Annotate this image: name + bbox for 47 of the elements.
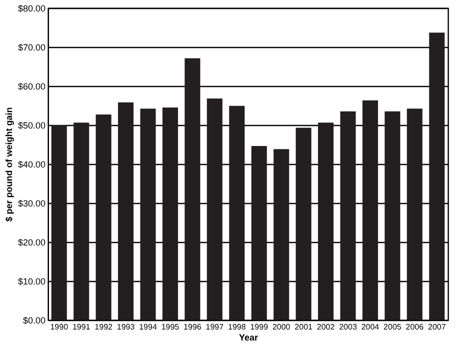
- x-tick-label: 1990: [50, 322, 69, 332]
- x-tick-label: 1998: [228, 322, 246, 332]
- y-tick-label: $0.00: [22, 316, 46, 326]
- x-tick-label: 1997: [206, 322, 224, 332]
- y-tick-label: $30.00: [18, 198, 46, 208]
- y-tick-label: $40.00: [18, 160, 46, 170]
- x-tick-label: 2004: [361, 322, 380, 332]
- bar: [74, 122, 90, 320]
- x-tick-label: 2003: [339, 322, 358, 332]
- x-tick-label: 1994: [139, 322, 158, 332]
- bar: [118, 102, 134, 320]
- bar: [206, 98, 222, 320]
- bar: [229, 106, 245, 320]
- x-tick-label: 2006: [406, 322, 424, 332]
- bar: [184, 58, 200, 320]
- y-tick-label: $60.00: [18, 82, 46, 92]
- y-tick-label: $10.00: [18, 276, 46, 286]
- x-tick-label: 1996: [184, 322, 202, 332]
- x-tick-label: 2001: [294, 322, 314, 332]
- x-tick-label: 1995: [161, 322, 180, 332]
- x-tick-label: 2005: [384, 322, 402, 332]
- x-tick-label: 1992: [94, 322, 114, 332]
- bar: [362, 100, 378, 320]
- y-tick-label: $20.00: [18, 238, 46, 248]
- x-tick-label: 2000: [272, 322, 291, 332]
- x-tick-label: 2007: [428, 322, 446, 332]
- bar: [296, 128, 312, 320]
- x-tick-label: 1993: [116, 322, 136, 332]
- x-tick-label: 1991: [72, 322, 91, 332]
- y-axis-title: $ per pound of weight gain: [4, 107, 14, 222]
- bar: [51, 125, 67, 320]
- bar: [384, 111, 400, 320]
- bar: [406, 108, 422, 320]
- x-tick-label: 1999: [250, 322, 269, 332]
- bar: [96, 114, 112, 320]
- bar: [162, 107, 178, 320]
- bar: [140, 108, 156, 320]
- bar: [318, 122, 334, 320]
- y-tick-label: $80.00: [18, 4, 46, 14]
- bar: [274, 149, 290, 320]
- y-tick-label: $70.00: [18, 42, 46, 52]
- bar: [251, 146, 267, 320]
- y-tick-label: $50.00: [18, 120, 46, 130]
- bar: [340, 111, 356, 320]
- x-axis-title: Year: [238, 332, 258, 342]
- bar: [429, 32, 445, 320]
- x-tick-label: 2002: [316, 322, 336, 332]
